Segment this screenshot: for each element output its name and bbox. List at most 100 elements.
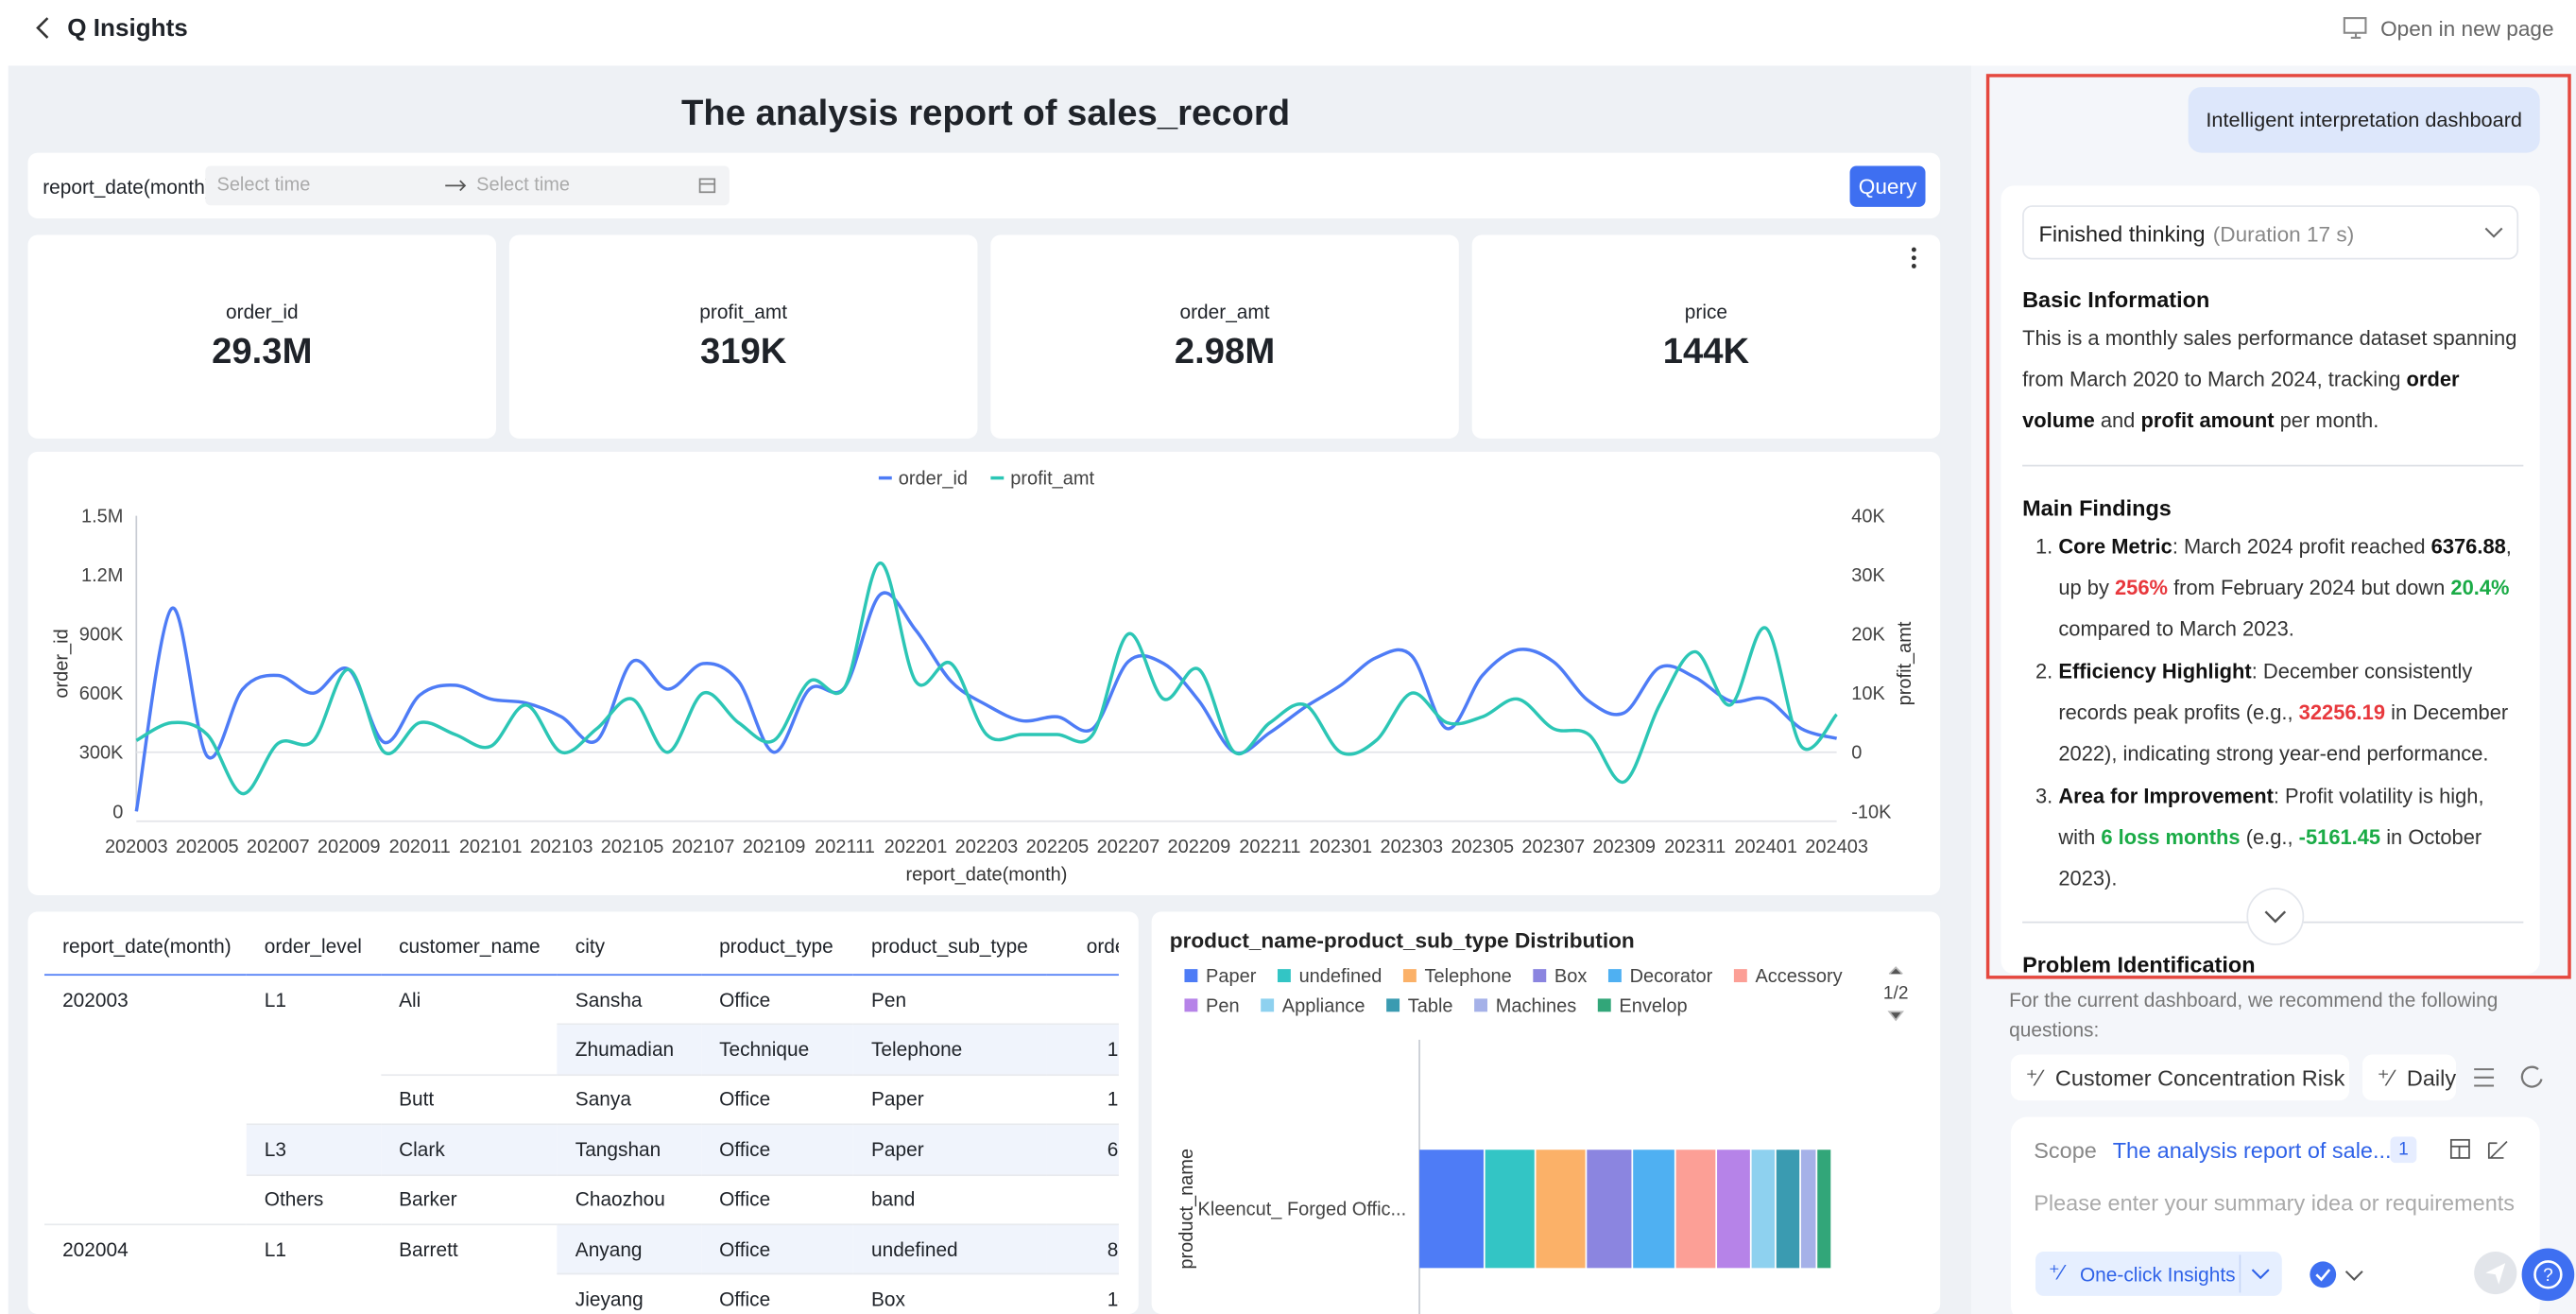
text-segment: compared to March 2023. bbox=[2058, 617, 2294, 641]
x-tick-label: 202311 bbox=[1664, 837, 1726, 857]
y-tick-label: 300K bbox=[79, 743, 124, 764]
text-segment: (e.g., bbox=[2240, 825, 2299, 850]
column-header: product_sub_type bbox=[852, 918, 1046, 977]
thinking-box[interactable]: Finished thinking (Duration 17 s) bbox=[2022, 205, 2519, 260]
table-cell bbox=[44, 1125, 247, 1175]
y-tick-label: Kleencut_ Forged Offic... bbox=[1198, 1200, 1407, 1220]
table-cell: Barker bbox=[380, 1173, 558, 1225]
kpi-label: order_amt bbox=[1179, 300, 1270, 324]
column-header: city bbox=[557, 918, 701, 977]
bar-segment bbox=[1817, 1150, 1831, 1269]
x-tick-label: 202205 bbox=[1026, 837, 1090, 857]
table-cell: band bbox=[852, 1173, 1046, 1225]
legend-item[interactable]: Appliance bbox=[1261, 995, 1365, 1016]
table-cell: 6.85K bbox=[1045, 1123, 1119, 1175]
legend-label: Machines bbox=[1496, 995, 1577, 1016]
table-cell: Sanya bbox=[557, 1073, 701, 1125]
x-tick-label: 202401 bbox=[1734, 837, 1797, 857]
bar-chart-card: product_name-product_sub_type Distributi… bbox=[1151, 911, 1941, 1314]
text-segment: 32256.19 bbox=[2298, 700, 2386, 725]
send-button[interactable] bbox=[2472, 1250, 2518, 1296]
x-tick-label: 202209 bbox=[1168, 837, 1231, 857]
kpi-card: profit_amt 319K bbox=[508, 234, 978, 439]
one-click-button[interactable]: ⁺∕ One-click Insights bbox=[2035, 1251, 2282, 1296]
bar-segment bbox=[1776, 1150, 1800, 1269]
chart-title: product_name-product_sub_type Distributi… bbox=[1170, 929, 1635, 953]
dashboard-title: The analysis report of sales_record bbox=[681, 92, 1291, 133]
suggestion-text: Customer Concentration Risk bbox=[2054, 1065, 2345, 1091]
text-segment: 6376.88 bbox=[2430, 535, 2506, 559]
data-table: report_date(month) order_level customer_na… bbox=[43, 918, 1119, 1314]
legend-item[interactable]: Machines bbox=[1474, 995, 1576, 1016]
suggestion-chip[interactable]: ⁺∕ Customer Concentration Risk bbox=[2010, 1054, 2350, 1101]
x-axis-title: report_date(month) bbox=[905, 864, 1067, 885]
kpi-card: order_id 29.3M bbox=[27, 234, 497, 439]
legend-item[interactable]: Envelop bbox=[1597, 995, 1688, 1016]
x-tick-label: 202103 bbox=[530, 837, 593, 857]
date-range[interactable]: Select time Select time bbox=[205, 165, 730, 206]
suggestion-chip[interactable]: ⁺∕ Daily bbox=[2361, 1054, 2457, 1101]
bar-segment bbox=[1751, 1150, 1776, 1269]
toolbar-icons[interactable] bbox=[2469, 1064, 2551, 1091]
paragraph: This is a monthly sales performance data… bbox=[2022, 319, 2523, 441]
scope-icons[interactable] bbox=[2447, 1136, 2514, 1163]
scope-value[interactable]: The analysis report of sale... bbox=[2112, 1138, 2392, 1164]
scroll-down-button[interactable] bbox=[2244, 886, 2307, 948]
legend-item[interactable]: Pen bbox=[1184, 995, 1240, 1016]
table-cell: Ali bbox=[380, 974, 558, 1026]
x-tick-label: 202305 bbox=[1451, 837, 1514, 857]
open-new-page[interactable]: Open in new page bbox=[2380, 16, 2554, 42]
kpi-value: 29.3M bbox=[212, 330, 313, 372]
model-selector[interactable] bbox=[2307, 1258, 2373, 1291]
bar-segment bbox=[1419, 1150, 1484, 1269]
legend-item[interactable]: Table bbox=[1386, 995, 1453, 1016]
table-cell: 7.2K bbox=[1045, 1173, 1119, 1225]
scope-label: Scope bbox=[2034, 1138, 2097, 1164]
answer-body: Basic Information This is a monthly sale… bbox=[2022, 287, 2524, 974]
line-series bbox=[135, 561, 1838, 796]
back-icon[interactable] bbox=[33, 15, 53, 42]
input-box[interactable]: Scope The analysis report of sale... 1 P… bbox=[2010, 1116, 2540, 1314]
more-icon[interactable] bbox=[1894, 241, 1934, 275]
bar-segment bbox=[1587, 1150, 1632, 1269]
table-cell bbox=[44, 1174, 247, 1224]
text-segment: profit amount bbox=[2140, 408, 2275, 432]
legend-item[interactable]: Box bbox=[1533, 966, 1587, 987]
text-segment: : Profit volatility is high, with bbox=[2058, 785, 2484, 850]
text-segment: 20.4% bbox=[2450, 576, 2510, 600]
input-placeholder: Please enter your summary idea or requir… bbox=[2034, 1190, 2516, 1216]
legend-label: undefined bbox=[1299, 966, 1382, 987]
table-cell bbox=[247, 1075, 381, 1125]
finding-item: Core Metric: March 2024 profit reached 6… bbox=[2058, 527, 2523, 650]
table-cell bbox=[247, 1025, 381, 1075]
query-button[interactable]: Query bbox=[1849, 165, 1926, 207]
kpi-label: price bbox=[1684, 300, 1728, 324]
legend-item[interactable]: Telephone bbox=[1402, 966, 1512, 987]
table-cell: 8.33K bbox=[1045, 1223, 1119, 1275]
table-cell: L1 bbox=[246, 974, 381, 1026]
kpi-value: 2.98M bbox=[1174, 330, 1276, 372]
y2-tick-label: 10K bbox=[1851, 683, 1885, 704]
user-message: Intelligent interpretation dashboard bbox=[2188, 87, 2540, 153]
legend-swatch bbox=[1607, 969, 1622, 983]
y-tick-label: 900K bbox=[79, 625, 124, 646]
table-cell: Office bbox=[700, 1173, 853, 1225]
bar-segment bbox=[1633, 1150, 1674, 1269]
legend-item[interactable]: Decorator bbox=[1607, 966, 1713, 987]
legend-item[interactable]: Paper bbox=[1184, 966, 1257, 987]
filter-label: report_date(month) bbox=[43, 175, 212, 199]
bar-segment bbox=[1717, 1150, 1750, 1269]
y2-tick-label: 30K bbox=[1851, 565, 1885, 586]
help-button[interactable]: ? bbox=[2518, 1247, 2576, 1305]
table-cell: Office bbox=[700, 1223, 853, 1275]
x-tick-label: 202307 bbox=[1521, 837, 1585, 857]
legend-swatch bbox=[1533, 969, 1547, 983]
legend-pager bbox=[1887, 966, 1904, 1022]
legend-item[interactable]: Accessory bbox=[1733, 966, 1843, 987]
legend-page: 1/2 bbox=[1883, 983, 1909, 1003]
text-segment: order volume bbox=[2022, 368, 2460, 432]
x-tick-label: 202301 bbox=[1310, 837, 1373, 857]
legend-item[interactable]: undefined bbox=[1277, 966, 1382, 987]
x-tick-label: 202203 bbox=[955, 837, 1019, 857]
